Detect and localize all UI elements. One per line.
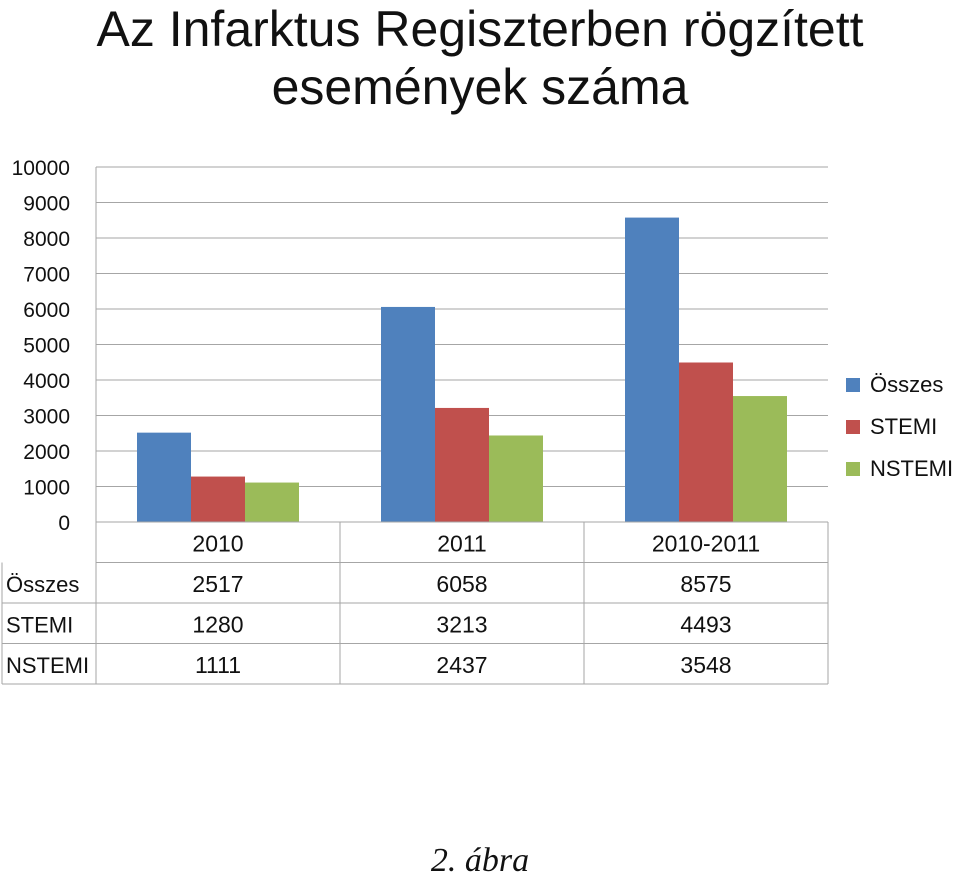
table-value-cell: 1280 (192, 611, 243, 637)
bar-stemi-2010-2011 (679, 362, 733, 522)
legend-swatch (846, 378, 860, 392)
table-series-label: NSTEMI (6, 653, 89, 678)
legend-label: STEMI (870, 414, 938, 439)
y-tick-label: 8000 (23, 228, 70, 251)
y-tick-label: 5000 (23, 335, 70, 358)
bar--sszes-2010 (137, 432, 191, 522)
chart-title-line-1: Az Infarktus Regiszterben rögzített (96, 1, 864, 57)
y-tick-label: 1000 (23, 477, 70, 500)
y-tick-label: 4000 (23, 370, 70, 393)
legend-item: STEMI (846, 406, 953, 448)
y-tick-label: 6000 (23, 299, 70, 322)
table-value-cell: 2517 (192, 571, 243, 597)
legend: Összes STEMI NSTEMI (846, 364, 953, 490)
legend-label: Összes (870, 372, 944, 397)
legend-swatch (846, 462, 860, 476)
x-category-label: 2010-2011 (652, 530, 760, 556)
legend-swatch (846, 420, 860, 434)
x-category-label: 2010 (192, 530, 243, 556)
legend-item: NSTEMI (846, 448, 953, 490)
figure-caption: 2. ábra (430, 842, 530, 879)
y-tick-label: 7000 (23, 264, 70, 287)
bar--sszes-2011 (381, 306, 435, 522)
chart-title: Az Infarktus Regiszterben rögzített esem… (0, 0, 960, 116)
table-value-cell: 4493 (680, 611, 731, 637)
bar-nstemi-2011 (489, 435, 543, 522)
bar-nstemi-2010-2011 (733, 396, 787, 522)
bar--sszes-2010-2011 (625, 217, 679, 522)
legend-item: Összes (846, 364, 953, 406)
table-value-cell: 3548 (680, 652, 731, 678)
table-value-cell: 1111 (195, 652, 241, 678)
table-value-cell: 6058 (436, 571, 487, 597)
y-tick-label: 0 (58, 512, 70, 535)
bar-stemi-2010 (191, 476, 245, 522)
x-category-label: 2011 (437, 530, 486, 556)
bar-nstemi-2010 (245, 482, 299, 522)
table-value-cell: 3213 (436, 611, 487, 637)
chart-title-line-2: események száma (271, 59, 689, 115)
bar-stemi-2011 (435, 407, 489, 522)
y-tick-label: 9000 (23, 193, 70, 216)
table-series-label: Összes (6, 572, 79, 597)
y-tick-label: 10000 (12, 157, 70, 180)
y-tick-label: 3000 (23, 406, 70, 429)
y-tick-label: 2000 (23, 441, 70, 464)
legend-label: NSTEMI (870, 456, 954, 481)
table-value-cell: 8575 (680, 571, 731, 597)
table-value-cell: 2437 (436, 652, 487, 678)
table-series-label: STEMI (6, 612, 73, 637)
